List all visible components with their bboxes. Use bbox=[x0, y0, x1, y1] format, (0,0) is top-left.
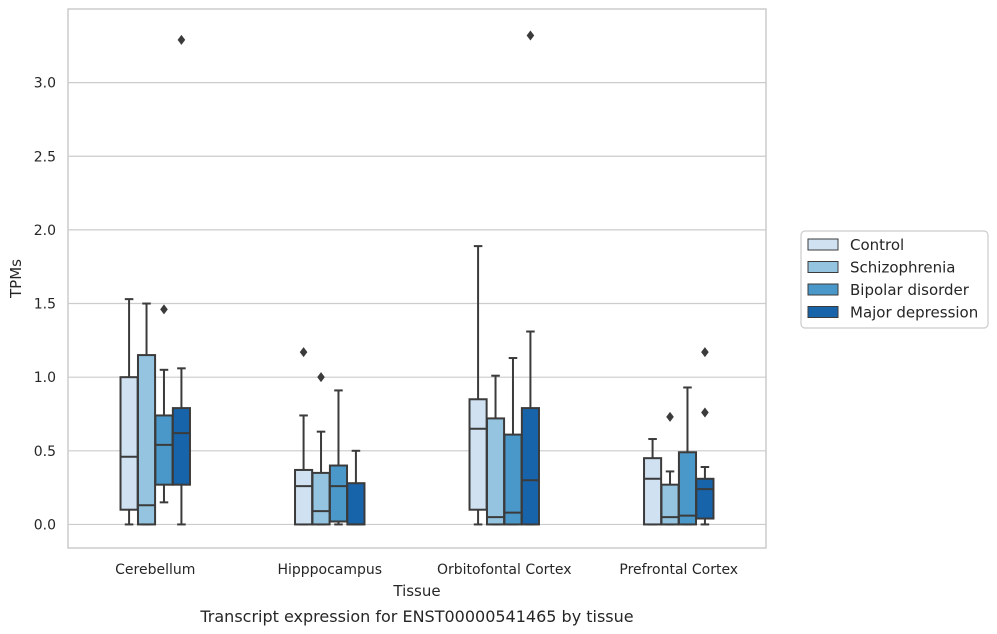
outlier-marker bbox=[317, 372, 325, 383]
legend-label: Schizophrenia bbox=[850, 259, 955, 277]
box bbox=[520, 30, 540, 526]
box-body bbox=[311, 471, 331, 526]
box-body bbox=[468, 398, 488, 511]
box bbox=[346, 449, 366, 526]
x-axis: Cerebellum Hipppocampus Orbitofontal Corte… bbox=[115, 562, 738, 578]
box-body bbox=[154, 414, 174, 486]
box bbox=[119, 298, 139, 526]
box bbox=[136, 302, 157, 526]
x-tick-label: Hipppocampus bbox=[277, 562, 382, 578]
y-tick-label: 2.0 bbox=[34, 223, 56, 239]
y-tick-label: 3.0 bbox=[34, 76, 56, 92]
box bbox=[294, 347, 314, 526]
plot-frame bbox=[67, 8, 767, 549]
box-body bbox=[294, 468, 314, 526]
y-tick-label: 1.0 bbox=[34, 370, 56, 386]
outlier-marker bbox=[701, 407, 709, 418]
series-bipolar-disorder bbox=[154, 304, 698, 526]
y-tick-label: 2.5 bbox=[34, 149, 56, 165]
outlier-marker bbox=[177, 34, 186, 45]
box-body bbox=[520, 407, 540, 526]
box bbox=[677, 386, 698, 526]
y-tick-label: 1.5 bbox=[34, 297, 56, 313]
box-body bbox=[346, 482, 366, 526]
box bbox=[643, 438, 663, 526]
box-body bbox=[503, 433, 523, 526]
box bbox=[485, 374, 506, 526]
box bbox=[695, 347, 715, 526]
box-body bbox=[171, 407, 191, 486]
x-tick-label: Cerebellum bbox=[115, 562, 195, 578]
box bbox=[660, 411, 680, 526]
box-body bbox=[677, 451, 698, 526]
y-tick-label: 0.5 bbox=[34, 444, 56, 460]
box-plot-series bbox=[119, 30, 715, 526]
outlier-marker bbox=[701, 347, 709, 358]
box-body bbox=[643, 457, 663, 526]
legend: Control Schizophrenia Bipolar disorder Majo… bbox=[800, 230, 989, 329]
legend-swatch bbox=[807, 306, 839, 318]
legend-label: Bipolar disorder bbox=[850, 281, 970, 299]
y-axis: 0.0 0.5 1.0 1.5 2.0 2.5 3.0 bbox=[34, 76, 56, 534]
box bbox=[311, 372, 331, 526]
legend-swatch bbox=[807, 283, 839, 296]
series-major-depression bbox=[171, 30, 715, 526]
y-axis-label: TPMs bbox=[7, 259, 25, 299]
box-body bbox=[660, 483, 680, 526]
box-body bbox=[119, 376, 139, 511]
legend-frame bbox=[800, 230, 989, 329]
box bbox=[468, 245, 488, 526]
box-body bbox=[136, 354, 157, 526]
y-tick-label: 0.0 bbox=[34, 517, 56, 533]
outlier-marker bbox=[299, 347, 308, 358]
box bbox=[171, 34, 191, 526]
series-schizophrenia bbox=[136, 302, 680, 526]
x-axis-label: Tissue bbox=[392, 582, 440, 600]
box-body bbox=[485, 417, 506, 526]
outlier-marker bbox=[666, 411, 674, 422]
box bbox=[154, 304, 174, 504]
box-body bbox=[695, 477, 715, 520]
box-body bbox=[328, 464, 349, 523]
x-tick-label: Orbitofontal Cortex bbox=[437, 562, 572, 578]
legend-swatch bbox=[807, 261, 839, 273]
legend-label: Control bbox=[850, 236, 904, 254]
legend-label: Major depression bbox=[850, 304, 978, 322]
x-tick-label: Prefrontal Cortex bbox=[619, 562, 738, 578]
chart-caption: Transcript expression for ENST0000054146… bbox=[199, 607, 633, 626]
box bbox=[328, 389, 349, 526]
outlier-marker bbox=[160, 304, 168, 315]
outlier-marker bbox=[526, 30, 535, 41]
series-control bbox=[119, 245, 663, 526]
legend-swatch bbox=[807, 238, 839, 251]
box bbox=[503, 357, 523, 526]
